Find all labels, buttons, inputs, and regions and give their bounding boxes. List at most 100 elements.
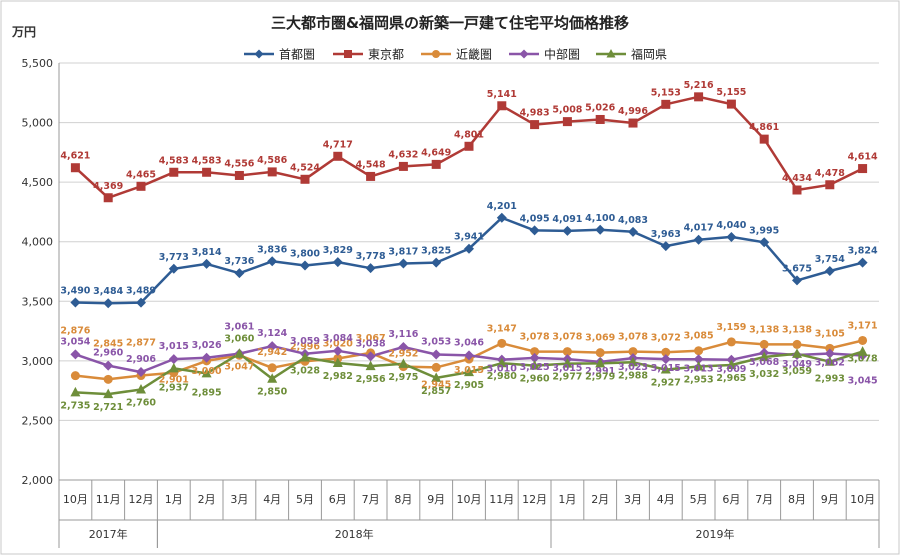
data-point xyxy=(793,340,802,349)
data-label: 5,216 xyxy=(684,80,714,91)
data-point xyxy=(793,186,802,195)
x-tick-label: 5月 xyxy=(296,493,314,506)
data-label: 5,153 xyxy=(651,87,681,98)
data-label: 4,201 xyxy=(487,201,517,212)
data-point xyxy=(432,363,441,372)
data-label: 3,995 xyxy=(749,225,779,236)
x-tick-label: 11月 xyxy=(489,493,514,506)
data-label: 4,369 xyxy=(93,181,123,192)
y-tick-label: 3,500 xyxy=(22,295,54,308)
data-label: 2,877 xyxy=(126,338,156,349)
y-tick-label: 2,000 xyxy=(22,474,54,487)
y-tick-label: 4,500 xyxy=(22,176,54,189)
data-label: 3,013 xyxy=(684,363,714,374)
data-point xyxy=(137,182,146,191)
x-tick-label: 11月 xyxy=(96,493,121,506)
data-label: 2,850 xyxy=(257,387,287,398)
data-label: 2,857 xyxy=(421,386,451,397)
data-point xyxy=(858,164,867,173)
year-label: 2018年 xyxy=(335,527,374,541)
data-label: 2,735 xyxy=(60,400,90,411)
x-tick-label: 8月 xyxy=(788,493,806,506)
data-label: 2,876 xyxy=(60,326,90,337)
data-label: 4,556 xyxy=(224,158,254,169)
data-point xyxy=(169,168,178,177)
x-tick-label: 3月 xyxy=(230,493,248,506)
data-label: 3,015 xyxy=(651,363,681,374)
data-label: 4,100 xyxy=(585,213,615,224)
data-label: 3,773 xyxy=(159,252,189,263)
data-label: 5,026 xyxy=(585,102,615,113)
chart-title: 三大都市圏&福岡県の新築一戸建て住宅平均価格推移 xyxy=(271,14,629,32)
data-point xyxy=(596,115,605,124)
x-tick-label: 7月 xyxy=(362,493,380,506)
data-point xyxy=(333,152,342,161)
data-label: 3,489 xyxy=(126,286,156,297)
data-label: 4,621 xyxy=(60,151,90,162)
data-label: 3,963 xyxy=(651,229,681,240)
data-point xyxy=(760,340,769,349)
data-label: 4,524 xyxy=(290,162,320,173)
data-point xyxy=(694,92,703,101)
data-label: 3,159 xyxy=(716,322,746,333)
data-label: 2,960 xyxy=(93,348,123,359)
data-label: 3,028 xyxy=(290,366,320,377)
data-point xyxy=(858,336,867,345)
y-tick-label: 5,500 xyxy=(22,57,54,70)
data-label: 4,632 xyxy=(388,149,418,160)
data-label: 4,996 xyxy=(618,106,648,117)
x-tick-label: 10月 xyxy=(457,493,482,506)
data-label: 2,721 xyxy=(93,402,123,413)
data-label: 3,062 xyxy=(815,357,845,368)
data-label: 3,147 xyxy=(487,323,517,334)
data-label: 3,059 xyxy=(782,366,812,377)
data-label: 3,824 xyxy=(848,246,878,257)
data-label: 2,977 xyxy=(552,372,582,383)
data-point xyxy=(629,119,638,128)
data-label: 3,736 xyxy=(224,256,254,267)
data-label: 3,078 xyxy=(618,332,648,343)
data-point xyxy=(497,101,506,110)
year-label: 2019年 xyxy=(696,527,735,541)
legend-entry: 首都圏 xyxy=(279,48,315,62)
data-label: 4,586 xyxy=(257,155,287,166)
data-point xyxy=(399,162,408,171)
data-label: 3,045 xyxy=(848,375,878,386)
data-label: 3,069 xyxy=(585,333,615,344)
data-label: 3,060 xyxy=(224,334,254,345)
y-tick-label: 2,500 xyxy=(22,414,54,427)
data-label: 3,675 xyxy=(782,263,812,274)
data-point xyxy=(497,339,506,348)
x-tick-label: 12月 xyxy=(522,493,547,506)
data-label: 3,059 xyxy=(290,336,320,347)
data-label: 3,836 xyxy=(257,244,287,255)
legend-entry: 福岡県 xyxy=(631,47,667,62)
data-label: 3,078 xyxy=(848,354,878,365)
data-label: 4,478 xyxy=(815,168,845,179)
data-label: 3,484 xyxy=(93,286,123,297)
data-label: 2,905 xyxy=(454,380,484,391)
y-axis-unit: 万円 xyxy=(11,25,36,39)
data-point xyxy=(71,163,80,172)
data-label: 2,980 xyxy=(487,371,517,382)
data-point xyxy=(268,167,277,176)
data-label: 3,778 xyxy=(356,251,386,262)
legend-swatch-marker xyxy=(344,50,352,58)
x-tick-label: 7月 xyxy=(755,493,773,506)
data-label: 3,047 xyxy=(224,361,254,372)
data-label: 4,614 xyxy=(848,152,878,163)
data-label: 3,026 xyxy=(192,340,222,351)
x-tick-label: 10月 xyxy=(63,493,88,506)
x-tick-label: 2月 xyxy=(198,493,216,506)
data-label: 2,927 xyxy=(651,378,681,389)
data-point xyxy=(432,160,441,169)
data-label: 3,046 xyxy=(454,337,484,348)
data-point xyxy=(202,168,211,177)
data-label: 5,141 xyxy=(487,89,517,100)
data-label: 3,078 xyxy=(552,332,582,343)
data-label: 3,072 xyxy=(651,332,681,343)
data-label: 2,956 xyxy=(356,374,386,385)
data-label: 4,583 xyxy=(159,155,189,166)
data-label: 5,155 xyxy=(716,87,746,98)
